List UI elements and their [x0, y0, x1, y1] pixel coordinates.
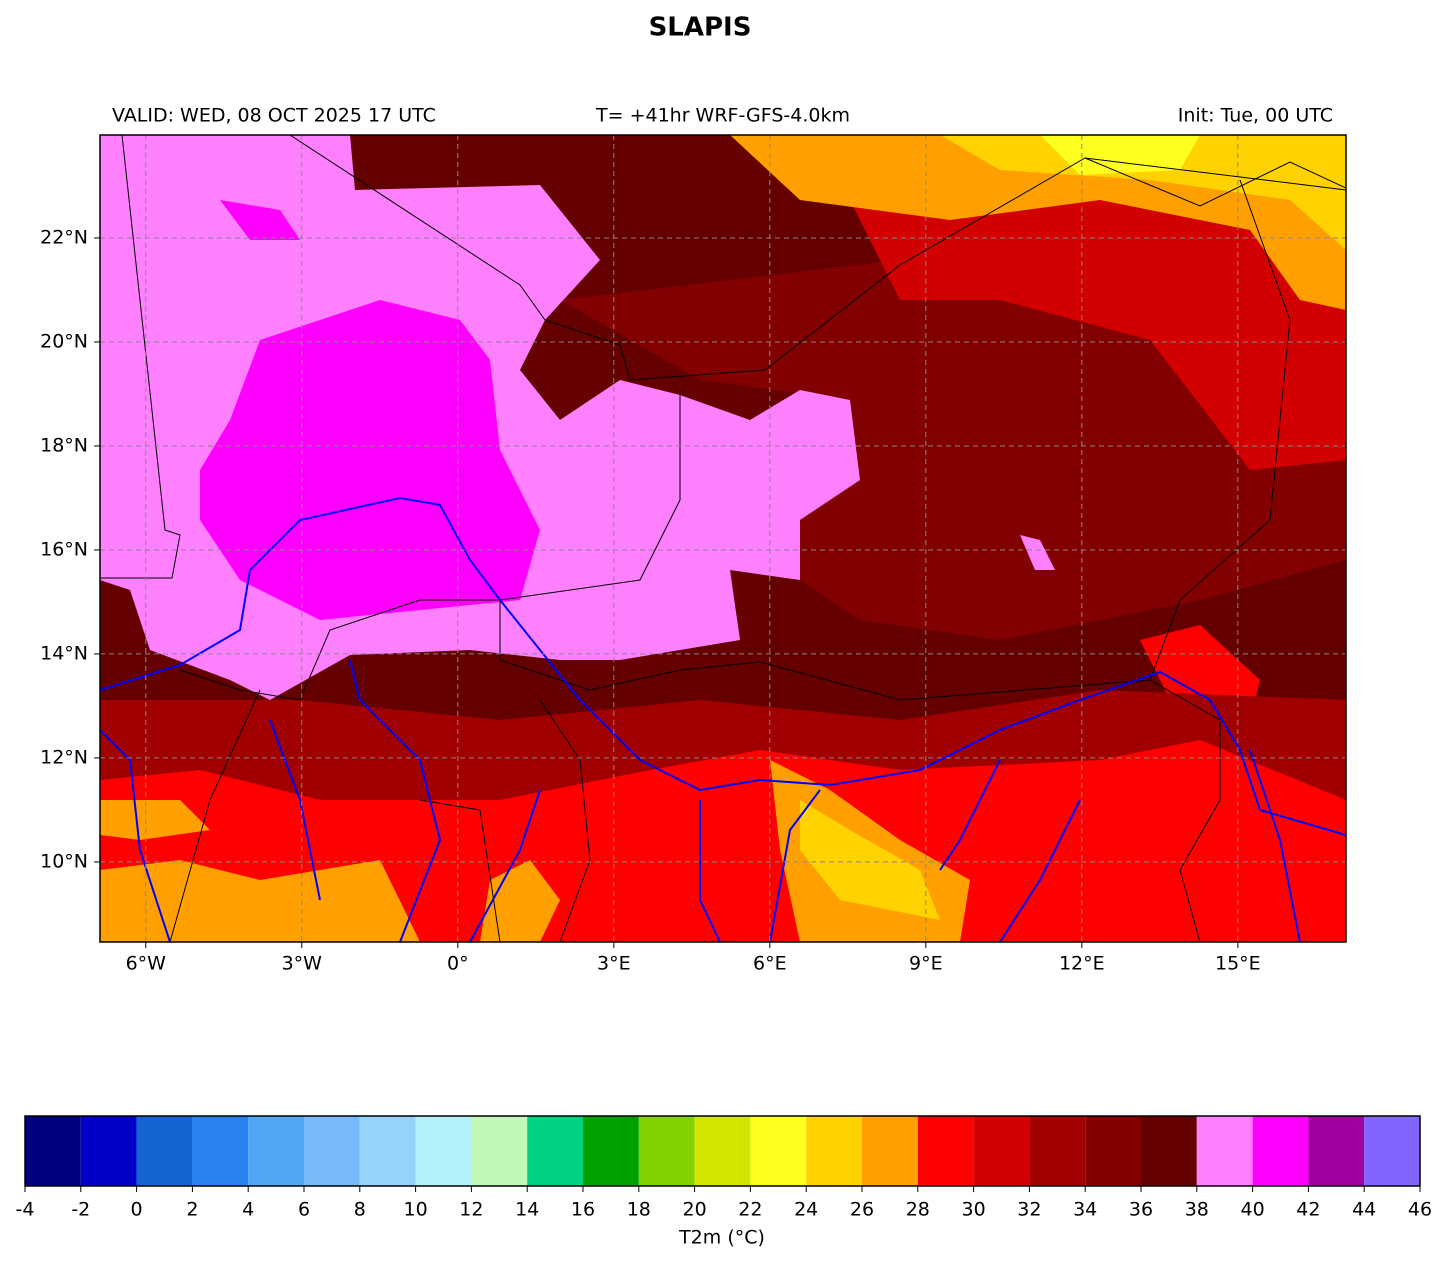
x-tick-label: 6°W: [126, 953, 167, 975]
colorbar-tick-label: 34: [1073, 1199, 1097, 1221]
colorbar-tick-label: 28: [906, 1199, 930, 1221]
y-tick-label: 14°N: [40, 642, 88, 664]
color-bin: [806, 1116, 862, 1186]
init-time: Init: Tue, 00 UTC: [1178, 105, 1333, 127]
color-bin: [1029, 1116, 1086, 1186]
colorbar: -4 -2 0 2 4 6 8 10 12 14 16 18 20 22 24 26 28 30 32 34 36 38 4…: [16, 1115, 1432, 1221]
color-bin: [1252, 1116, 1309, 1186]
colorbar-tick-label: 44: [1352, 1199, 1376, 1221]
colorbar-tick-label: 0: [131, 1199, 143, 1221]
colorbar-tick-label: 12: [459, 1199, 483, 1221]
colorbar-tick-label: 6: [298, 1199, 310, 1221]
x-tick-label: 0°: [447, 953, 469, 975]
color-bin: [192, 1116, 249, 1186]
color-bin: [304, 1116, 360, 1186]
colorbar-tick-label: 18: [627, 1199, 651, 1221]
color-bin: [1364, 1116, 1420, 1186]
colorbar-tick-label: 8: [354, 1199, 366, 1221]
colorbar-tick-label: -4: [16, 1199, 35, 1221]
x-tick-label: 3°E: [597, 953, 631, 975]
colorbar-tick-label: 10: [404, 1199, 428, 1221]
map-frame: [99, 134, 1347, 943]
colorbar-tick-label: 24: [794, 1199, 818, 1221]
color-bin: [25, 1116, 81, 1186]
color-bin: [1141, 1116, 1197, 1186]
colorbar-tick-label: 32: [1017, 1199, 1041, 1221]
y-tick-label: 12°N: [40, 746, 88, 768]
x-tick-label: 12°E: [1059, 953, 1105, 975]
temperature-field: [100, 135, 1346, 942]
colorbar-tick-label: 26: [850, 1199, 874, 1221]
color-bin: [583, 1116, 639, 1186]
run-info: T= +41hr WRF-GFS-4.0km: [595, 105, 850, 127]
colorbar-tick-label: 20: [683, 1199, 707, 1221]
colorbar-tick-label: 40: [1241, 1199, 1265, 1221]
y-tick-label: 18°N: [40, 434, 88, 456]
colorbar-tick-label: 22: [738, 1199, 762, 1221]
colorbar-tick-label: 30: [962, 1199, 986, 1221]
colorbar-label: T2m (°C): [678, 1227, 765, 1249]
colorbar-tick-label: 36: [1129, 1199, 1153, 1221]
colorbar-tick-label: 14: [515, 1199, 539, 1221]
colorbar-frame: [24, 1115, 1421, 1187]
colorbar-tick-label: 38: [1185, 1199, 1209, 1221]
y-tick-label: 22°N: [40, 226, 88, 248]
x-tick-label: 9°E: [909, 953, 943, 975]
color-bin: [527, 1116, 583, 1186]
colorbar-tick-label: -2: [71, 1199, 90, 1221]
color-bin: [80, 1116, 137, 1186]
graticule: 6°W 3°W 0° 3°E 6°E 9°E 12°E 15°E 10°N 12°N 14°N 16°…: [40, 135, 1346, 975]
y-tick-label: 16°N: [40, 538, 88, 560]
colorbar-tick-label: 4: [242, 1199, 254, 1221]
color-bin: [750, 1116, 807, 1186]
valid-time: VALID: WED, 08 OCT 2025 17 UTC: [112, 105, 436, 127]
color-bin: [917, 1116, 974, 1186]
color-bin: [359, 1116, 416, 1186]
color-bin: [638, 1116, 695, 1186]
colorbar-tick-label: 42: [1296, 1199, 1320, 1221]
y-tick-label: 10°N: [40, 850, 88, 872]
colorbar-tick-label: 46: [1408, 1199, 1432, 1221]
color-bin: [1196, 1116, 1253, 1186]
color-bin: [694, 1116, 751, 1186]
title: SLAPIS: [649, 13, 752, 43]
color-bin: [415, 1116, 472, 1186]
x-tick-label: 15°E: [1215, 953, 1261, 975]
y-tick-label: 20°N: [40, 330, 88, 352]
color-bin: [862, 1116, 918, 1186]
color-bin: [136, 1116, 193, 1186]
color-bin: [248, 1116, 304, 1186]
colorbar-tick-label: 16: [571, 1199, 595, 1221]
color-bin: [1308, 1116, 1365, 1186]
x-tick-label: 3°W: [282, 953, 323, 975]
color-bin: [1085, 1116, 1141, 1186]
color-bin: [471, 1116, 528, 1186]
colorbar-tick-label: 2: [186, 1199, 198, 1221]
borders: [100, 135, 1346, 942]
color-bin: [973, 1116, 1030, 1186]
x-tick-label: 6°E: [753, 953, 787, 975]
